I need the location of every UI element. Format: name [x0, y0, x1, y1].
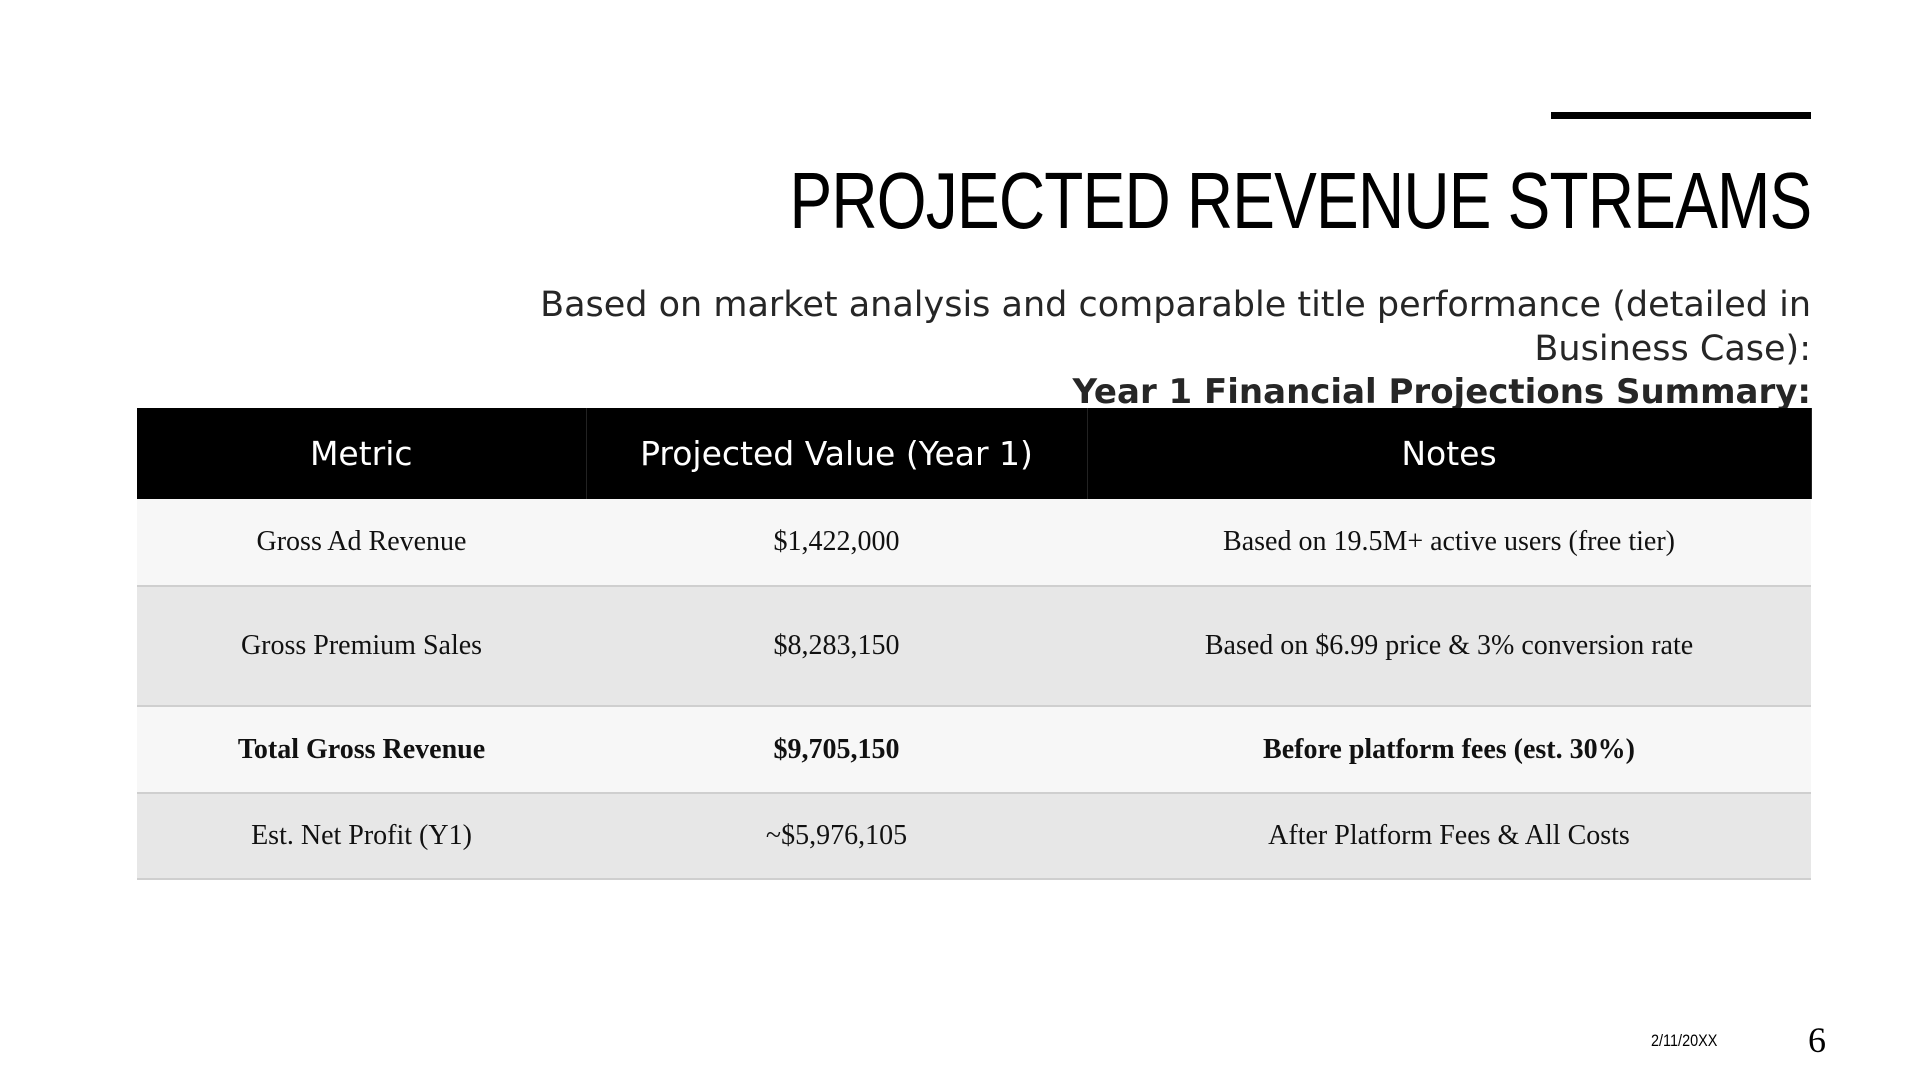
table-row: Est. Net Profit (Y1) ~$5,976,105 After Pla…: [137, 793, 1811, 879]
table-cell: Based on 19.5M+ active users (free tier): [1223, 526, 1675, 557]
table-row: Gross Premium Sales $8,283,150 Based on $6…: [137, 586, 1811, 706]
page-number: 6: [1808, 1020, 1826, 1060]
table-cell: Gross Ad Revenue: [256, 526, 467, 557]
column-header: Projected Value (Year 1): [586, 408, 1088, 499]
table-cell: ~$5,976,105: [765, 820, 908, 851]
table-row: Total Gross Revenue $9,705,150 Before plat…: [137, 706, 1811, 793]
column-header: Notes: [1087, 408, 1812, 499]
table-cell: Total Gross Revenue: [237, 733, 486, 765]
table: Metric Projected Value (Year 1) Notes Gros…: [137, 408, 1812, 880]
subtitle: Based on market analysis and comparable …: [540, 285, 1811, 369]
table-cell: Before platform fees (est. 30%): [1263, 733, 1635, 765]
table-cell: $1,422,000: [773, 526, 900, 557]
column-header: Metric: [137, 408, 587, 499]
table-cell: $8,283,150: [773, 630, 900, 661]
date: 2/11/20XX: [1651, 1031, 1718, 1050]
accent-bar: [1551, 112, 1811, 119]
table-cell: $9,705,150: [773, 733, 900, 765]
header-row: Metric Projected Value (Year 1) Notes: [137, 408, 1812, 499]
table-body: Gross Ad Revenue $1,422,000 Based on 19.5M…: [137, 499, 1811, 879]
table-cell: Gross Premium Sales: [240, 630, 483, 661]
title: PROJECTED REVENUE STREAMS: [789, 156, 1812, 245]
table-row: Gross Ad Revenue $1,422,000 Based on 19.5M…: [137, 499, 1811, 586]
table-cell: After Platform Fees & All Costs: [1268, 820, 1630, 851]
table-cell: Est. Net Profit (Y1): [251, 820, 472, 851]
table-heading: Year 1 Financial Projections Summary:: [1072, 372, 1811, 408]
table-cell: Based on $6.99 price & 3% conversion rat…: [1204, 630, 1694, 661]
